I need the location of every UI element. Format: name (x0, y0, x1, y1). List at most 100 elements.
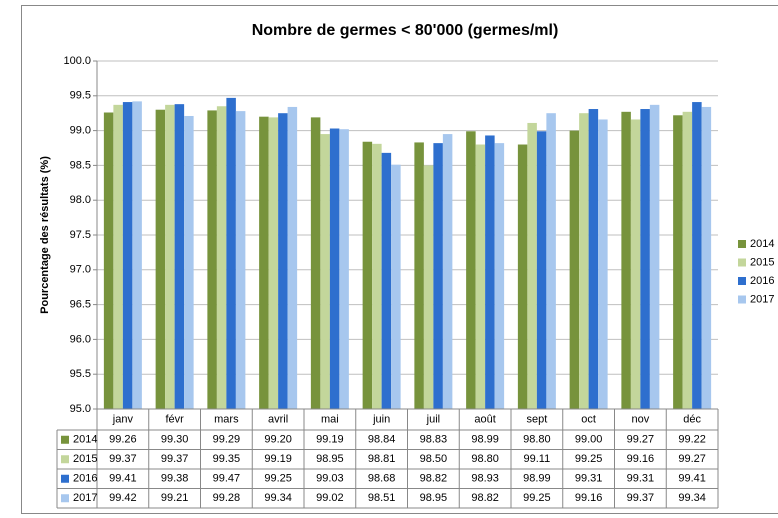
table-value: 98.99 (471, 434, 499, 446)
bar (184, 115, 194, 409)
table-value: 98.50 (420, 453, 448, 465)
table-value: 99.34 (678, 492, 706, 504)
table-value: 99.27 (627, 434, 655, 446)
bar (442, 134, 453, 409)
bar (103, 112, 114, 409)
y-tick-label: 99.0 (70, 125, 91, 137)
x-tick-label: juil (426, 413, 440, 425)
bar (259, 116, 269, 410)
x-tick-label: sept (526, 413, 547, 425)
table-value: 99.30 (161, 434, 189, 446)
x-tick-label: déc (683, 413, 701, 425)
bar (692, 102, 702, 410)
table-legend-key (61, 455, 69, 464)
legend-label: 2016 (750, 275, 774, 287)
table-series-name: 2015 (73, 453, 97, 465)
table-value: 99.38 (161, 473, 189, 485)
y-tick-label: 95.5 (70, 368, 91, 380)
bar (485, 135, 495, 410)
table-value: 99.25 (575, 453, 603, 465)
bar (433, 143, 443, 410)
y-tick-label: 98.0 (70, 194, 91, 206)
bar (494, 143, 505, 410)
bar (268, 117, 279, 409)
table-value: 99.31 (627, 473, 655, 485)
bar (701, 106, 712, 409)
bar (546, 113, 556, 409)
table-value: 99.37 (109, 453, 137, 465)
bar (414, 142, 424, 409)
bar (207, 110, 217, 409)
x-tick-label: août (474, 413, 495, 425)
bar (320, 134, 330, 409)
table-series-name: 2017 (73, 492, 97, 504)
table-value: 99.11 (524, 453, 551, 465)
table-value: 98.80 (523, 434, 551, 446)
table-value: 99.42 (109, 492, 137, 504)
legend-key (738, 258, 746, 267)
table-value: 98.51 (368, 492, 396, 504)
table-value: 99.35 (213, 453, 241, 465)
table-value: 98.80 (471, 453, 499, 465)
bar (372, 143, 382, 409)
bar (122, 102, 133, 410)
legend-label: 2015 (750, 256, 774, 268)
table-legend-key (61, 474, 69, 483)
table-value: 99.25 (523, 492, 551, 504)
y-tick-label: 97.0 (70, 264, 91, 276)
bar (649, 104, 660, 410)
bar (155, 109, 166, 409)
table-value: 99.26 (109, 434, 137, 446)
table-value: 98.95 (420, 492, 448, 504)
y-tick-label: 96.5 (70, 299, 91, 311)
bar (588, 109, 599, 410)
table-value: 99.19 (264, 453, 292, 465)
bar (517, 144, 528, 409)
bar (423, 165, 434, 409)
table-value: 99.02 (316, 492, 344, 504)
table-value: 98.93 (471, 473, 499, 485)
legend-key (738, 240, 746, 248)
table-value: 99.41 (109, 473, 137, 485)
legend-label: 2017 (750, 293, 774, 305)
x-tick-label: avril (268, 413, 288, 425)
bar (226, 97, 236, 409)
table-value: 99.34 (264, 492, 292, 504)
legend-key (738, 277, 746, 285)
x-tick-label: nov (632, 413, 650, 425)
bar (569, 130, 580, 409)
table-value: 98.82 (471, 492, 499, 504)
table-value: 98.95 (316, 453, 344, 465)
table-value: 99.00 (575, 434, 603, 446)
table-value: 99.03 (316, 473, 344, 485)
table-value: 99.16 (575, 492, 603, 504)
x-tick-label: juin (372, 413, 390, 425)
table-value: 99.37 (627, 492, 655, 504)
bar (466, 131, 476, 409)
x-tick-label: oct (581, 413, 596, 425)
bar (598, 119, 608, 410)
bar (329, 128, 340, 409)
bar (391, 164, 401, 409)
table-legend-key (61, 494, 69, 503)
y-tick-label: 96.0 (70, 333, 91, 345)
x-tick-label: mars (214, 413, 239, 425)
x-tick-label: févr (165, 413, 184, 425)
bar (579, 113, 589, 409)
table-value: 99.47 (213, 473, 241, 485)
table-series-name: 2014 (73, 434, 97, 446)
y-tick-label: 100.0 (63, 55, 91, 67)
chart-title: Nombre de germes < 80'000 (germes/ml) (252, 22, 559, 39)
bar (673, 115, 683, 410)
bar (475, 144, 486, 409)
bar (362, 141, 373, 409)
table-value: 99.16 (627, 453, 655, 465)
table-value: 98.68 (368, 473, 396, 485)
table-value: 99.19 (316, 434, 344, 446)
y-tick-label: 98.5 (70, 159, 91, 171)
bar (621, 111, 631, 410)
table-value: 99.20 (264, 434, 292, 446)
bar (536, 131, 547, 409)
y-axis-label: Pourcentage des résultats (%) (39, 156, 51, 314)
